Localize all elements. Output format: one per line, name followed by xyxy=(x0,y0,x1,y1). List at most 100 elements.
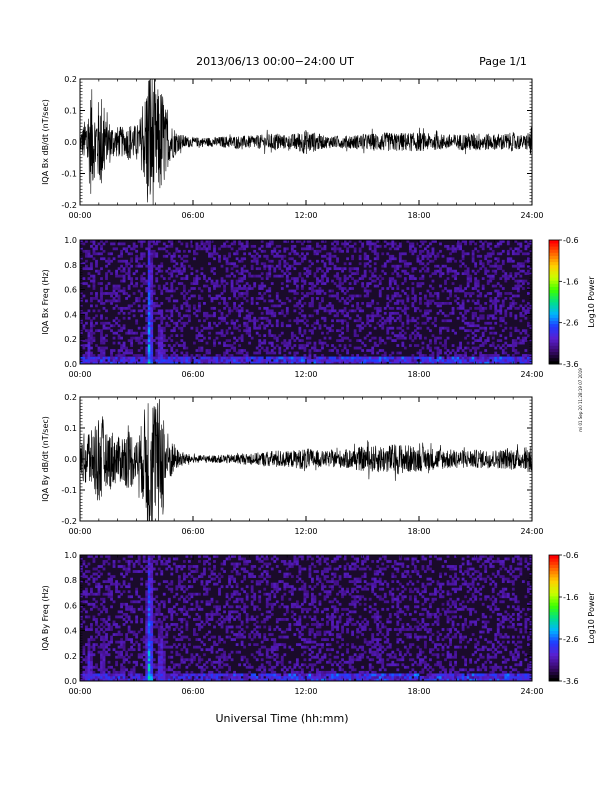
bx-spec-cell xyxy=(195,244,199,248)
by-spec-cell xyxy=(145,605,149,609)
bx-spec-cell xyxy=(110,349,113,352)
bx-spec-cell xyxy=(383,319,387,323)
bx-spec-cell xyxy=(150,341,154,345)
bx-spec-cell xyxy=(172,264,176,268)
bx-spec-cell xyxy=(461,326,465,330)
bx-spec-cell xyxy=(501,249,505,253)
bx-spec-cell xyxy=(481,264,485,268)
bx-spec-cell xyxy=(491,302,495,305)
bx-spec-cell xyxy=(95,264,98,268)
bx-spec-cell xyxy=(147,259,151,263)
bx-spec-cell xyxy=(368,304,372,308)
bx-spec-cell xyxy=(117,259,121,263)
by-spec-cell xyxy=(122,602,126,606)
bx-spec-cell xyxy=(147,329,151,333)
bx-spec-cell xyxy=(311,359,314,362)
bx-spec-cell xyxy=(391,242,395,246)
bx-spec-cell xyxy=(238,324,242,328)
bx-spec-cell xyxy=(82,277,86,280)
bx-spec-cell xyxy=(474,346,478,350)
bx-spec-cell xyxy=(175,361,179,365)
bx-spec-cell xyxy=(180,264,184,268)
by-spec-cell xyxy=(160,625,164,629)
bx-spec-cell xyxy=(368,302,372,305)
bx-spec-cell xyxy=(162,247,166,251)
bx-spec-cell xyxy=(356,356,360,360)
bx-spec-cell xyxy=(451,269,455,273)
bx-spec-cell xyxy=(303,346,307,350)
by-spec-cell xyxy=(90,635,93,639)
bx-spec-cell xyxy=(408,319,412,323)
bx-spec-cell xyxy=(393,311,397,315)
bx-spec-cell xyxy=(92,356,96,360)
bx-spec-cell xyxy=(120,349,123,352)
bx-spec-cell xyxy=(398,334,402,338)
bx-spec-cell xyxy=(215,284,219,288)
bx-spec-cell xyxy=(424,354,427,357)
by-spec-cell xyxy=(100,670,103,674)
bx-spec-cell xyxy=(250,299,254,303)
bx-spec-cell xyxy=(250,302,254,305)
by-spec-cell xyxy=(147,600,151,604)
bx-spec-cell xyxy=(464,240,468,243)
by-spec-cell xyxy=(92,643,96,647)
bx-spec-cell xyxy=(484,361,488,365)
bx-spec-cell xyxy=(203,277,206,280)
bx-spec-cell xyxy=(489,247,493,251)
bx-spec-cell xyxy=(190,242,194,246)
bx-spec-cell xyxy=(386,329,390,333)
bx-spec-cell xyxy=(218,294,221,298)
by-spec-cell xyxy=(90,592,93,596)
bx-spec-cell xyxy=(97,269,101,273)
bx-spec-cell xyxy=(240,361,244,365)
bx-spec-cell xyxy=(494,302,498,305)
bx-spec-cell xyxy=(285,284,289,288)
by-spec-cells xyxy=(80,555,533,682)
bx-spec-cell xyxy=(378,244,382,248)
bx-spec-cell xyxy=(107,356,111,360)
bx-spec-cell xyxy=(376,277,380,280)
bx-spec-cell xyxy=(140,284,144,288)
bx-spec-cell xyxy=(270,334,274,338)
bx-spec-cell xyxy=(353,359,357,362)
by-spec-cell xyxy=(142,650,146,654)
by-spec-cell xyxy=(117,615,121,619)
bx-spec-cell xyxy=(273,359,277,362)
bx-spec-cell xyxy=(265,244,269,248)
bx-spec-cell xyxy=(265,309,269,313)
bx-spec-colorbar-segment xyxy=(549,348,559,352)
bx-spec-cell xyxy=(90,244,93,248)
bx-spec-colorbar-segment xyxy=(549,277,559,281)
bx-spec-cell xyxy=(321,259,324,263)
bx-spec-cell xyxy=(92,247,96,251)
by-spec-cell xyxy=(157,635,161,639)
bx-spec-cell xyxy=(343,309,347,313)
by-spec-cell xyxy=(140,638,144,641)
bx-spec-cell xyxy=(491,326,495,330)
bx-spec-cell xyxy=(145,311,149,315)
bx-spec-cell xyxy=(142,252,146,256)
by-spec-cell xyxy=(152,665,156,669)
by-spec-cell xyxy=(145,638,149,641)
bx-spec-cell xyxy=(454,356,457,360)
bx-spec-cell xyxy=(501,351,505,355)
bx-spec-cell xyxy=(220,277,224,280)
bx-spec-cell xyxy=(479,351,483,355)
bx-spec-cell xyxy=(102,356,106,360)
bx-spec-cell xyxy=(408,262,412,266)
bx-spec-cell xyxy=(142,306,146,310)
bx-spec-cell xyxy=(258,351,262,355)
bx-spec-cell xyxy=(376,351,380,355)
bx-spec-cell xyxy=(210,252,214,256)
bx-spec-cell xyxy=(182,302,186,305)
bx-spec-cell xyxy=(152,289,156,293)
bx-spec-cell xyxy=(268,361,272,365)
bx-spec-cell xyxy=(120,329,123,333)
bx-spec-cell xyxy=(300,314,304,318)
by-spec-cell xyxy=(142,555,146,558)
bx-spec-cell xyxy=(326,269,329,273)
bx-spec-cell xyxy=(80,359,83,362)
bx-spec-cell xyxy=(250,254,254,258)
bx-spec-cell xyxy=(521,341,525,345)
bx-spec-cell xyxy=(228,254,231,258)
